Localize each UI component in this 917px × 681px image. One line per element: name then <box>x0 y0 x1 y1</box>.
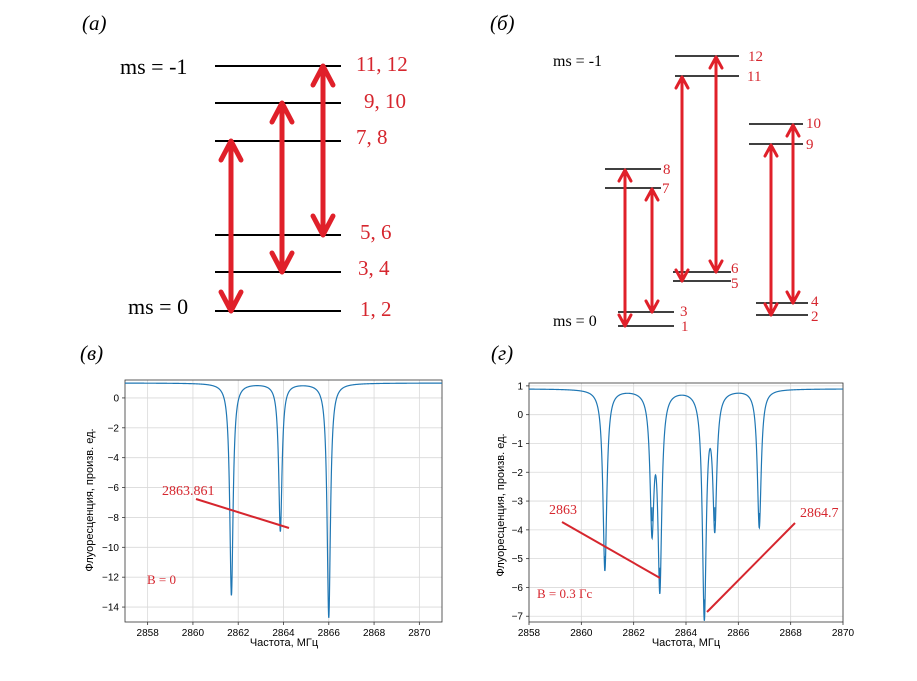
annotation-2863: 2863 <box>549 503 577 518</box>
level-label-a-11-12: 11, 12 <box>356 52 408 76</box>
x-tick-label: 2870 <box>832 628 855 639</box>
panel-g-letter: (г) <box>491 341 513 365</box>
x-tick-label: 2864 <box>675 628 698 639</box>
level-label-a-3-4: 3, 4 <box>358 256 390 280</box>
panel-b-letter: (б) <box>490 11 515 35</box>
chart-v-xlabel: Частота, МГц <box>250 637 319 649</box>
annotation-line-2863 <box>561 521 661 579</box>
y-tick-label: −7 <box>512 612 524 623</box>
transition-arrow-b-4-10 <box>785 123 801 305</box>
y-tick-label: −14 <box>102 603 119 614</box>
y-tick-label: −4 <box>108 453 120 464</box>
level-label-b-12: 12 <box>748 49 763 65</box>
chart-g-xlabel: Частота, МГц <box>652 637 721 649</box>
transition-arrow-a-1 <box>218 138 244 314</box>
level-label-b-10: 10 <box>806 116 821 132</box>
level-label-b-4: 4 <box>811 294 819 310</box>
annotation-line-2863861 <box>195 498 290 529</box>
ms-top-label-a: ms = -1 <box>120 54 187 79</box>
panel-v: (в) 2858 2860 2862 2864 2866 2868 2870 0 −2 −4 −6 −… <box>80 341 443 649</box>
chart-g-ylabel: Флуоресценция, произв. ед. <box>495 433 507 576</box>
level-label-b-8: 8 <box>663 162 671 178</box>
x-tick-label: 2864 <box>272 628 295 639</box>
x-tick-label: 2860 <box>570 628 593 639</box>
y-tick-label: 1 <box>517 381 523 392</box>
x-tick-label: 2858 <box>137 628 160 639</box>
ms-top-label-b: ms = -1 <box>553 53 602 70</box>
transition-arrow-b-2-9 <box>763 143 779 317</box>
transition-arrow-b-1-8 <box>617 168 633 328</box>
y-tick-label: −12 <box>102 573 119 584</box>
x-tick-label: 2868 <box>363 628 386 639</box>
transition-arrow-b-5-11 <box>674 75 690 283</box>
y-tick-label: −5 <box>512 554 524 565</box>
chart-g: 2858 2860 2862 2864 2866 2868 2870 1 0 −1 −2 −3 −4 −5… <box>512 381 855 639</box>
x-tick-label: 2866 <box>727 628 750 639</box>
panel-v-letter: (в) <box>80 341 103 365</box>
level-label-b-7: 7 <box>662 181 670 197</box>
y-tick-label: 0 <box>517 410 523 421</box>
y-tick-label: −1 <box>512 439 524 450</box>
level-label-a-5-6: 5, 6 <box>360 220 392 244</box>
transition-arrow-a-2 <box>269 100 295 275</box>
transition-arrow-b-3-7 <box>644 187 660 314</box>
level-label-a-1-2: 1, 2 <box>360 297 392 321</box>
field-label-b03: B = 0.3 Гс <box>537 586 593 601</box>
x-tick-label: 2870 <box>408 628 431 639</box>
ms-bottom-label-a: ms = 0 <box>128 294 188 319</box>
level-label-b-2: 2 <box>811 309 819 325</box>
level-label-a-7-8: 7, 8 <box>356 125 388 149</box>
panel-a-letter: (a) <box>82 11 107 35</box>
x-tick-label: 2860 <box>182 628 205 639</box>
level-label-b-5: 5 <box>731 276 739 292</box>
y-tick-label: −6 <box>108 483 120 494</box>
y-tick-label: 0 <box>113 393 119 404</box>
series-line <box>125 382 442 618</box>
annotation-2863861: 2863.861 <box>162 484 215 499</box>
field-label-b0: B = 0 <box>147 572 176 587</box>
annotation-28647: 2864.7 <box>800 506 839 521</box>
x-tick-label: 2862 <box>623 628 646 639</box>
y-tick-label: −8 <box>108 513 120 524</box>
level-label-b-9: 9 <box>806 137 814 153</box>
x-tick-label: 2866 <box>318 628 341 639</box>
level-label-b-3: 3 <box>680 304 688 320</box>
x-tick-label: 2862 <box>227 628 250 639</box>
y-tick-label: −10 <box>102 543 119 554</box>
transition-arrow-b-6-12 <box>708 55 724 274</box>
panel-b: (б) ms = -1 ms = 0 1 3 7 8 5 6 11 12 <box>490 11 821 335</box>
series-line <box>529 388 843 621</box>
chart-v-ylabel: Флуоресценция, произв. ед. <box>84 428 96 571</box>
transition-arrow-a-3 <box>310 63 336 238</box>
chart-v: 2858 2860 2862 2864 2866 2868 2870 0 −2 −4 −6 −8 −10… <box>102 379 443 639</box>
y-tick-label: −6 <box>512 583 524 594</box>
level-label-b-11: 11 <box>747 69 761 85</box>
panel-g: (г) 2858 2860 2862 2864 2866 2868 2870 1 0 −1 −2 −3… <box>491 341 855 649</box>
x-tick-label: 2858 <box>518 628 541 639</box>
annotation-line-28647 <box>706 522 796 613</box>
level-label-b-1: 1 <box>681 319 689 335</box>
y-tick-label: −2 <box>512 468 524 479</box>
y-tick-label: −3 <box>512 497 524 508</box>
level-label-b-6: 6 <box>731 261 739 277</box>
y-tick-label: −2 <box>108 423 120 434</box>
x-tick-label: 2868 <box>780 628 803 639</box>
ms-bottom-label-b: ms = 0 <box>553 313 597 330</box>
y-tick-label: −4 <box>512 525 524 536</box>
panel-a: (a) ms = -1 ms = 0 11, 12 9, 10 7, 8 5, … <box>82 11 408 321</box>
level-label-a-9-10: 9, 10 <box>364 89 406 113</box>
